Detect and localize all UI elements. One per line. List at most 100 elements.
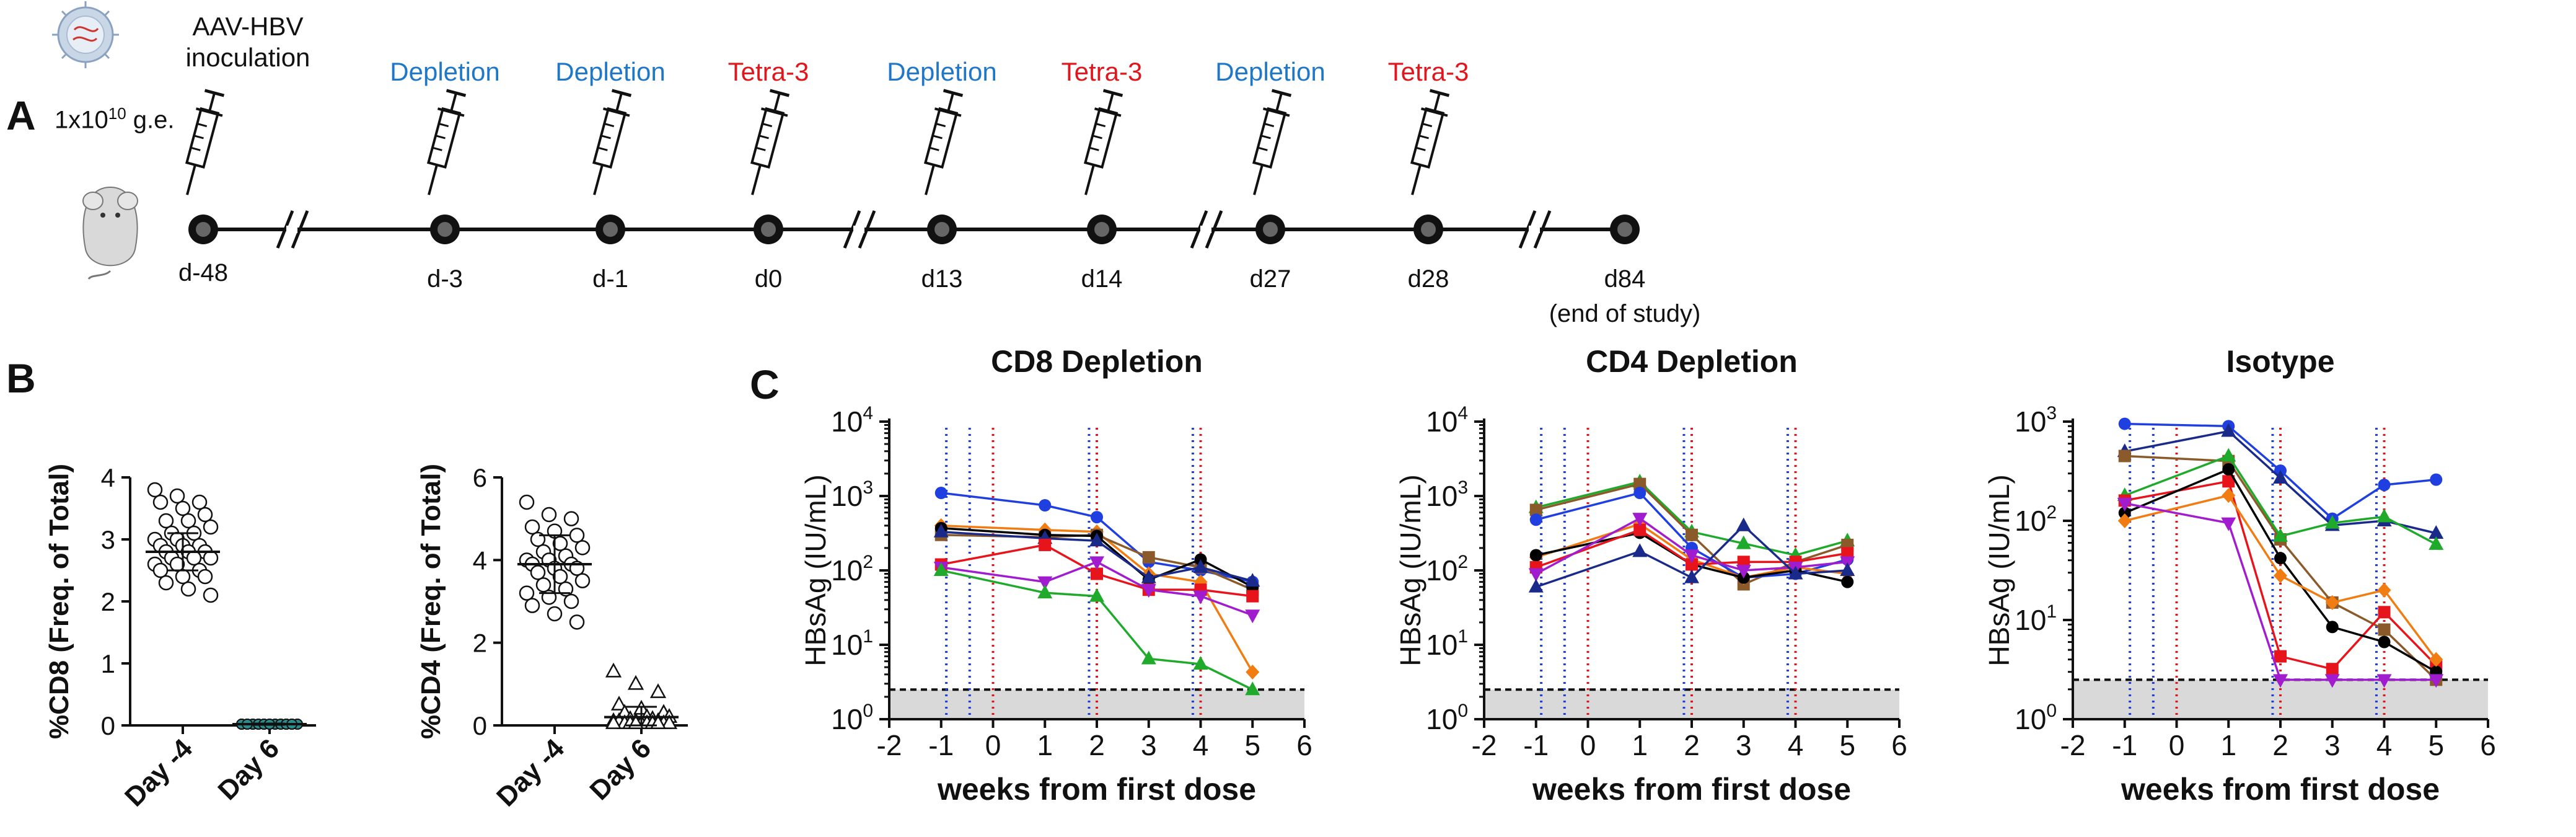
timeline-dot-center xyxy=(1617,222,1632,237)
timeline-day-label: d0 xyxy=(754,265,783,293)
y-tick-label: 100 xyxy=(2015,701,2057,735)
syringe-tick xyxy=(1260,135,1271,140)
end-of-study-note: (end of study) xyxy=(1549,300,1701,327)
data-point xyxy=(2429,674,2444,688)
syringe-flange xyxy=(195,107,223,117)
dose-unit: g.e. xyxy=(126,106,175,134)
timeline-day-label: d-48 xyxy=(178,259,229,286)
syringe-needle xyxy=(925,164,935,195)
data-point xyxy=(1091,567,1103,580)
data-point xyxy=(2326,663,2339,676)
data-point xyxy=(158,513,174,529)
data-point xyxy=(158,575,174,591)
y-tick-exponent: 2 xyxy=(863,552,873,572)
data-point xyxy=(1528,568,1544,582)
data-point xyxy=(1633,477,1646,490)
axis-break-gap-3 xyxy=(1529,226,1540,233)
timeline-event-label: Tetra-3 xyxy=(1061,57,1143,86)
data-point xyxy=(1089,588,1104,602)
syringe-handle xyxy=(769,89,790,97)
y-tick-label: 102 xyxy=(1426,552,1468,587)
data-point xyxy=(1788,565,1803,580)
data-point xyxy=(1529,513,1542,526)
data-point xyxy=(1633,487,1646,500)
y-tick-label: 101 xyxy=(1426,626,1468,661)
x-tick-label: Day -4 xyxy=(491,733,570,812)
syringe-flange xyxy=(437,107,465,117)
series-line-brown xyxy=(1536,482,1848,586)
syringe-plunger xyxy=(208,92,216,112)
data-point xyxy=(1684,569,1699,583)
x-tick-label: -1 xyxy=(2112,729,2137,761)
x-tick-label: 3 xyxy=(2324,729,2341,761)
syringe-flange xyxy=(1094,107,1122,117)
y-tick-exponent: 1 xyxy=(863,626,873,647)
y-tick-label: 2 xyxy=(101,587,115,616)
cd8-scatter-chart: 0 1 2 3 4 %CD8 (Freq. of Total) Day -4 Day 6 xyxy=(44,463,316,812)
data-point xyxy=(519,494,535,510)
data-point xyxy=(535,577,552,593)
syringe-tick xyxy=(1418,135,1429,140)
syringe-tick xyxy=(597,146,608,151)
data-point xyxy=(2274,568,2287,583)
y-tick-exponent: 3 xyxy=(1457,477,1468,498)
data-point xyxy=(605,662,622,678)
y-tick-label: 3 xyxy=(101,525,115,554)
x-tick-label: -1 xyxy=(928,729,954,761)
syringe-tick xyxy=(196,123,208,128)
data-point xyxy=(203,587,219,603)
x-tick-label: 1 xyxy=(1632,729,1648,761)
y-tick-label: 104 xyxy=(831,403,873,438)
x-tick-label: -1 xyxy=(1523,729,1549,761)
data-point xyxy=(2118,417,2131,430)
data-point xyxy=(2430,473,2443,486)
panel-b-letter: B xyxy=(6,355,36,401)
syringe-handle xyxy=(204,89,225,97)
data-point xyxy=(933,562,949,576)
axis-break-1-a xyxy=(843,210,861,249)
syringe-tick xyxy=(432,146,442,151)
data-point xyxy=(2378,636,2391,649)
syringe-plunger xyxy=(1433,92,1441,112)
axis-break-gap-0 xyxy=(286,226,297,233)
timeline-dot-center xyxy=(603,222,618,237)
series-line-blue xyxy=(941,492,1253,583)
timeline xyxy=(185,89,1640,249)
data-point xyxy=(1039,498,1052,512)
data-point xyxy=(2274,650,2287,663)
syringe-icon xyxy=(426,89,467,195)
dose-label: 1x1010 g.e. xyxy=(55,104,175,134)
data-point xyxy=(1245,681,1260,696)
data-point xyxy=(180,581,196,597)
inoculation-label-line1: AAV-HBV xyxy=(192,12,304,41)
series-line-black xyxy=(2124,467,2437,673)
syringe-tick xyxy=(438,123,449,128)
syringe-handle xyxy=(943,89,964,97)
syringe-flange xyxy=(602,107,630,117)
timeline-day-label: d28 xyxy=(1407,265,1449,293)
y-tick-label: 103 xyxy=(2015,403,2057,438)
dose-base: 1x10 xyxy=(55,106,108,134)
series-line-navy xyxy=(1536,524,1848,588)
data-point xyxy=(2222,463,2235,476)
data-point xyxy=(2222,488,2236,503)
data-point xyxy=(197,569,213,585)
x-tick-label: 0 xyxy=(2169,729,2185,761)
series-line-green xyxy=(2124,454,2437,546)
y-tick-label: 100 xyxy=(831,701,873,735)
x-tick-label: 0 xyxy=(985,729,1001,761)
x-tick-label: Day 6 xyxy=(212,733,285,806)
syringe-flange xyxy=(1262,107,1290,117)
syringe-plunger xyxy=(1107,92,1114,112)
data-point xyxy=(2378,606,2391,619)
syringe-handle xyxy=(446,89,467,97)
timeline-event-label: Tetra-3 xyxy=(1387,57,1469,86)
timeline-event-label: Depletion xyxy=(390,57,500,86)
data-point xyxy=(2377,582,2391,598)
data-point xyxy=(152,562,169,578)
data-point xyxy=(933,523,949,538)
x-axis-label: weeks from first dose xyxy=(1532,772,1851,807)
chart-title: CD8 Depletion xyxy=(991,344,1203,379)
